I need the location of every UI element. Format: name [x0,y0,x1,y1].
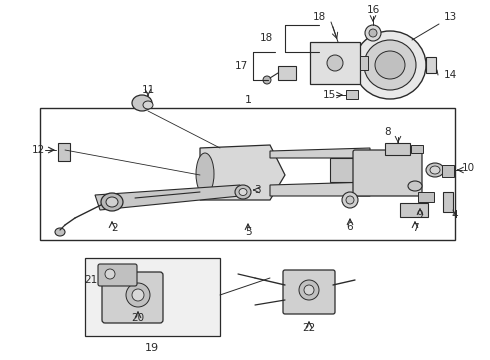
Text: 4: 4 [452,210,458,220]
Circle shape [369,29,377,37]
Ellipse shape [106,197,118,207]
Bar [411,145,423,153]
FancyBboxPatch shape [102,272,163,323]
FancyBboxPatch shape [310,42,360,84]
Text: 8: 8 [385,127,392,137]
Ellipse shape [196,153,214,195]
Bar [385,143,410,155]
Text: 3: 3 [254,185,260,195]
Circle shape [346,196,354,204]
Text: 14: 14 [443,70,457,80]
FancyBboxPatch shape [283,270,335,314]
Text: 18: 18 [313,12,326,22]
Ellipse shape [408,181,422,191]
Polygon shape [270,148,370,158]
Text: 11: 11 [142,85,155,95]
Ellipse shape [235,185,251,199]
Circle shape [304,285,314,295]
Text: 7: 7 [412,223,418,233]
Ellipse shape [364,40,416,90]
Text: 21: 21 [84,275,97,285]
Bar [400,203,428,217]
Text: 15: 15 [323,90,336,100]
Ellipse shape [132,95,152,111]
Bar [330,158,370,182]
Circle shape [105,269,115,279]
Ellipse shape [430,166,440,174]
Circle shape [132,289,144,301]
Text: 5: 5 [245,227,251,237]
Text: 9: 9 [416,210,423,220]
Ellipse shape [55,228,65,236]
Text: 16: 16 [367,5,380,15]
Bar [346,90,358,99]
Circle shape [126,283,150,307]
Bar [85,258,220,336]
Text: 17: 17 [235,61,248,71]
Circle shape [342,192,358,208]
Text: 22: 22 [302,323,316,333]
Bar [278,66,296,80]
Text: 10: 10 [462,163,475,173]
Text: 2: 2 [112,223,118,233]
Polygon shape [200,145,285,200]
Bar [426,57,436,73]
Ellipse shape [239,189,247,195]
Ellipse shape [375,51,405,79]
Bar [418,192,434,202]
Circle shape [263,76,271,84]
Ellipse shape [426,163,444,177]
FancyBboxPatch shape [353,150,422,196]
Polygon shape [270,182,370,196]
Ellipse shape [143,101,153,109]
Text: 13: 13 [443,12,457,22]
Circle shape [299,280,319,300]
Bar [58,143,70,161]
Polygon shape [95,185,240,210]
Text: 18: 18 [260,33,273,43]
FancyBboxPatch shape [98,264,137,286]
Text: 12: 12 [32,145,45,155]
Circle shape [327,55,343,71]
Text: 6: 6 [347,222,353,232]
Text: 20: 20 [131,313,145,323]
Text: 19: 19 [145,343,159,353]
Bar [443,192,453,212]
Ellipse shape [101,193,123,211]
Bar [442,165,454,177]
Circle shape [365,25,381,41]
Text: 1: 1 [245,95,251,105]
Bar [360,56,368,70]
Bar [40,108,455,240]
Ellipse shape [354,31,426,99]
